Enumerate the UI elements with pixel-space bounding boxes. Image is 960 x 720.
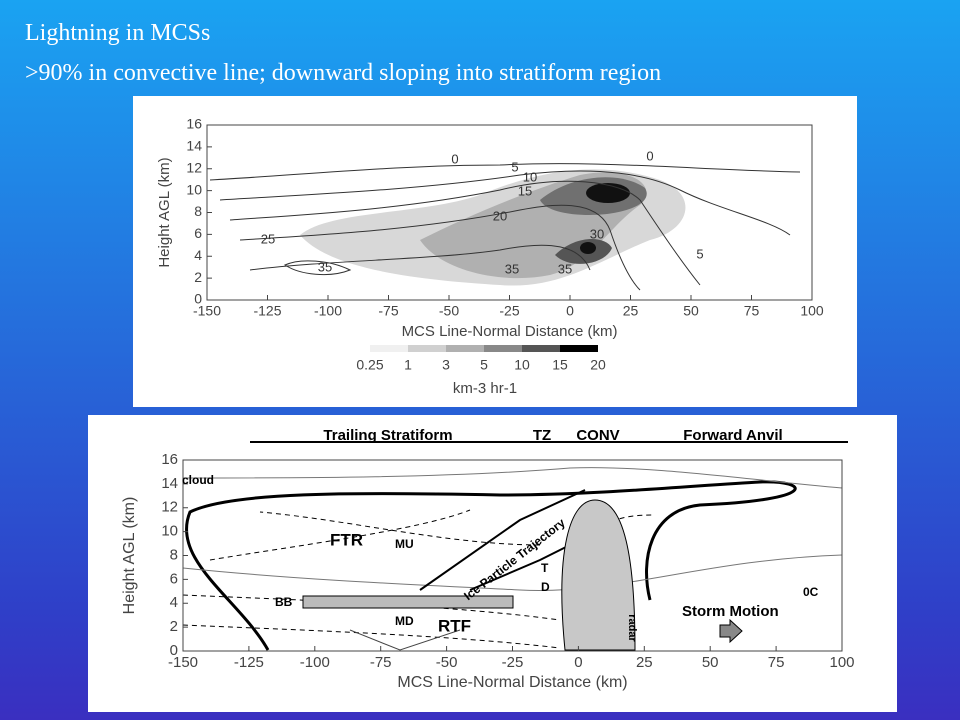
x-tick-label: 25: [623, 303, 639, 319]
y-tick-label: 10: [186, 181, 202, 197]
colorbar-label: 15: [552, 357, 568, 373]
x-tick-label: -150: [168, 654, 198, 671]
annotation: RTF: [438, 616, 471, 635]
x-tick-label: 100: [800, 303, 824, 319]
annotation: D: [541, 580, 550, 594]
annotation: FTR: [330, 530, 363, 549]
region-label: CONV: [576, 427, 619, 444]
colorbar-swatch: [560, 345, 598, 352]
x-tick-label: 50: [683, 303, 699, 319]
annotation: MD: [395, 614, 414, 628]
colorbar-units: km-3 hr-1: [453, 380, 517, 397]
y-tick-label: 10: [161, 523, 178, 540]
colorbar-label: 20: [590, 357, 606, 373]
y-tick-label: 8: [170, 546, 178, 563]
region-label: Forward Anvil: [683, 427, 782, 444]
y-tick-label: 8: [194, 203, 202, 219]
lightning-density: [300, 169, 686, 286]
y-tick-label: 16: [186, 116, 202, 132]
contours: [209, 163, 801, 291]
colorbar-swatch: [522, 345, 560, 352]
y-tick-label: 4: [170, 594, 178, 611]
x-tick-label: 75: [768, 654, 785, 671]
y-tick-label: 6: [194, 225, 202, 241]
contour-label: 35: [505, 261, 519, 276]
annotation: Storm Motion: [682, 603, 779, 620]
y-tick-label: 16: [161, 451, 178, 468]
x-axis-label: MCS Line-Normal Distance (km): [397, 674, 627, 691]
schematic: [182, 441, 848, 651]
y-tick-label: 12: [161, 499, 178, 516]
slide-subtitle: >90% in convective line; downward slopin…: [25, 60, 662, 86]
y-tick-label: 0: [194, 291, 202, 307]
colorbar-swatch: [484, 345, 522, 352]
x-tick-label: -125: [234, 654, 264, 671]
x-tick-label: 75: [744, 303, 760, 319]
colorbar-label: 1: [404, 357, 412, 373]
colorbar-label: 10: [514, 357, 530, 373]
contour-label: 20: [493, 208, 507, 223]
y-axis-label: Height AGL (km): [121, 497, 138, 615]
contour-label: 15: [518, 183, 532, 198]
annotation: radar: [626, 614, 638, 642]
contour-label: 0: [646, 148, 653, 163]
contour-label: 35: [558, 261, 572, 276]
y-tick-label: 0: [170, 642, 178, 659]
y-tick-label: 2: [170, 618, 178, 635]
x-tick-label: 25: [636, 654, 653, 671]
x-tick-label: -100: [300, 654, 330, 671]
contour-label: 35: [318, 259, 332, 274]
contour-label: 30: [590, 226, 604, 241]
y-tick-label: 12: [186, 159, 202, 175]
x-axis-label: MCS Line-Normal Distance (km): [402, 323, 618, 340]
y-axis-label: Height AGL (km): [156, 157, 173, 267]
annotation: BB: [275, 595, 293, 609]
region-label: TZ: [533, 427, 551, 444]
colorbar-swatch: [408, 345, 446, 352]
x-tick-label: 50: [702, 654, 719, 671]
y-tick-label: 14: [161, 475, 178, 492]
contour-label: 25: [261, 231, 275, 246]
figure-bottom-bg: [88, 415, 897, 712]
annotation: 0C: [803, 585, 819, 599]
annotation: T: [541, 561, 549, 575]
slide-title: Lightning in MCSs: [25, 20, 211, 46]
y-tick-label: 6: [170, 570, 178, 587]
x-tick-label: 100: [829, 654, 854, 671]
x-tick-label: -50: [436, 654, 458, 671]
y-tick-label: 4: [194, 247, 202, 263]
annotation: cloud: [182, 473, 214, 487]
contour-label: 5: [696, 246, 703, 261]
colorbar-label: 3: [442, 357, 450, 373]
x-tick-label: -25: [502, 654, 524, 671]
x-tick-label: -75: [378, 303, 398, 319]
contour-label: 0: [451, 151, 458, 166]
colorbar-swatch: [446, 345, 484, 352]
contour-label: 5: [511, 159, 518, 174]
colorbar-swatch: [370, 345, 408, 352]
x-tick-label: -100: [314, 303, 342, 319]
annotation: MU: [395, 537, 414, 551]
y-tick-label: 14: [186, 138, 202, 154]
x-tick-label: 0: [566, 303, 574, 319]
x-tick-label: -25: [499, 303, 519, 319]
y-tick-label: 2: [194, 269, 202, 285]
x-tick-label: -150: [193, 303, 221, 319]
colorbar-label: 0.25: [356, 357, 383, 373]
x-tick-label: 0: [574, 654, 582, 671]
x-tick-label: -125: [253, 303, 281, 319]
x-tick-label: -50: [439, 303, 459, 319]
region-label: Trailing Stratiform: [323, 427, 452, 444]
contour-label: 10: [523, 169, 537, 184]
x-tick-label: -75: [370, 654, 392, 671]
colorbar-label: 5: [480, 357, 488, 373]
